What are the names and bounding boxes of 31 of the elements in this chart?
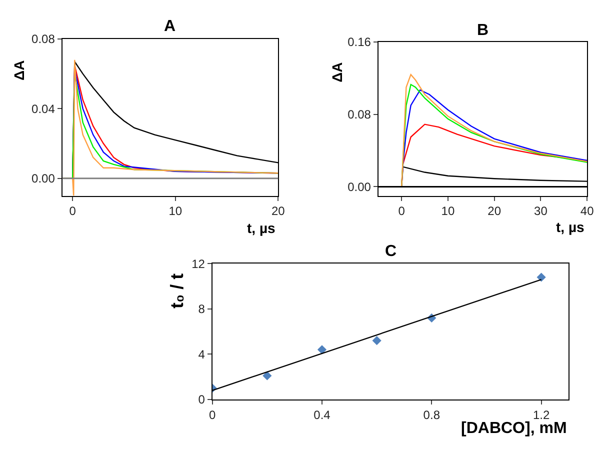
chart-title: A bbox=[164, 18, 176, 35]
y-tick-label: 12 bbox=[192, 256, 206, 271]
x-axis-title: [DABCO], mM bbox=[461, 420, 567, 437]
y-tick-label: 0.08 bbox=[348, 108, 372, 122]
y-tick-label: 0 bbox=[198, 392, 206, 407]
x-tick-label: 0 bbox=[69, 204, 76, 218]
chart-title: B bbox=[477, 22, 489, 39]
x-tick-label: 1.2 bbox=[532, 408, 550, 422]
x-axis-title: t, µs bbox=[556, 219, 585, 235]
x-tick-label: 40 bbox=[580, 204, 594, 218]
y-tick-label: 4 bbox=[198, 347, 206, 362]
y-tick-label: 8 bbox=[198, 302, 206, 316]
x-tick-label: 20 bbox=[488, 204, 502, 218]
y-tick-label: 0.00 bbox=[348, 180, 372, 194]
x-tick-label: 0.8 bbox=[423, 408, 440, 422]
x-tick-label: 30 bbox=[534, 204, 548, 218]
x-tick-label: 0 bbox=[398, 204, 406, 218]
x-tick-label: 10 bbox=[441, 204, 455, 218]
y-axis-title: ΔA bbox=[10, 60, 27, 80]
x-tick-label: 20 bbox=[271, 204, 286, 218]
y-tick-label: 0.08 bbox=[32, 32, 56, 46]
x-tick-label: 10 bbox=[168, 204, 182, 218]
x-tick-label: 0.4 bbox=[314, 408, 331, 422]
x-axis-title: t, µs bbox=[247, 220, 276, 236]
y-axis-title: ΔA bbox=[328, 62, 345, 82]
y-axis-title: t₀ / t bbox=[166, 273, 187, 309]
y-tick-label: 0.00 bbox=[32, 172, 56, 186]
chart-title: C bbox=[385, 243, 397, 260]
y-tick-label: 0.04 bbox=[32, 102, 56, 116]
x-tick-label: 0 bbox=[208, 408, 216, 422]
y-tick-label: 0.16 bbox=[348, 35, 372, 50]
